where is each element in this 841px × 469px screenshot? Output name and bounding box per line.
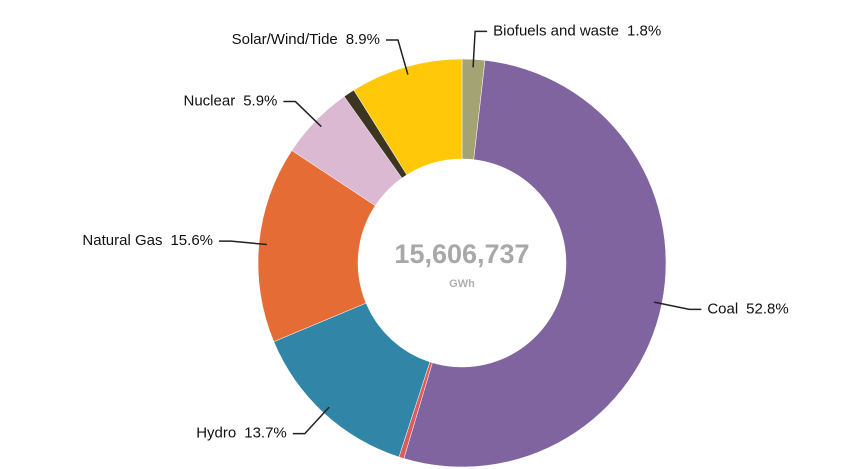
center-unit: GWh [449, 278, 475, 290]
leader-line [292, 406, 330, 435]
leader-line [219, 240, 267, 246]
donut-slice [353, 58, 463, 176]
slice-category: Solar/Wind/Tide [232, 31, 338, 48]
slice-value: 13.7% [244, 425, 287, 442]
slice-category: Hydro [196, 425, 236, 442]
center-total: 15,606,737 [394, 239, 529, 269]
slice-label: Hydro 13.7% [196, 425, 287, 442]
slice-category: Nuclear [184, 93, 236, 110]
slice-label: Solar/Wind/Tide 8.9% [232, 31, 380, 48]
leader-line [385, 39, 409, 75]
slice-value: 8.9% [346, 31, 380, 48]
slice-value: 15.6% [170, 232, 213, 249]
leader-line [653, 301, 702, 311]
slice-category: Natural Gas [82, 232, 162, 249]
leader-line [472, 30, 488, 68]
leader-line [283, 100, 322, 128]
slice-label: Natural Gas 15.6% [82, 232, 213, 249]
slice-value: 52.8% [746, 300, 789, 317]
slice-category: Coal [707, 300, 738, 317]
slice-value: 5.9% [243, 93, 277, 110]
slice-label: Nuclear 5.9% [184, 93, 278, 110]
donut-slice [257, 150, 376, 342]
slice-value: 1.8% [627, 22, 661, 39]
donut-slice [403, 60, 667, 468]
slice-label: Coal 52.8% [707, 300, 788, 317]
slice-category: Biofuels and waste [493, 22, 619, 39]
slice-label: Biofuels and waste 1.8% [493, 22, 661, 39]
